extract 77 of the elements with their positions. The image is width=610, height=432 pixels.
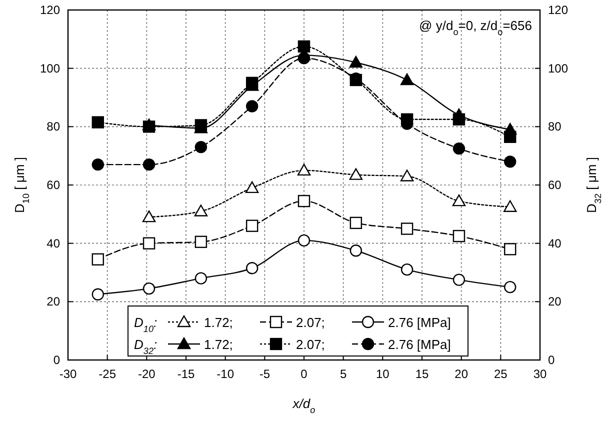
legend-label: 2.76 [MPa] [388, 337, 451, 352]
point [504, 200, 517, 212]
point [349, 56, 363, 68]
point [194, 272, 208, 284]
y2-tick-label: 80 [548, 120, 562, 134]
point [194, 236, 208, 248]
point [142, 210, 156, 222]
point [92, 158, 104, 171]
point [298, 194, 310, 208]
point [142, 120, 156, 133]
y-tick-label: 60 [46, 178, 60, 192]
point [350, 216, 362, 230]
x-tick-label: -25 [98, 367, 116, 381]
point [504, 130, 516, 143]
legend-label: 2.07; [296, 315, 325, 330]
legend-label: 2.76 [MPa] [388, 315, 451, 330]
point [246, 262, 258, 274]
point [452, 142, 466, 155]
x-tick-label: 15 [415, 367, 429, 381]
y2-tick-label: 120 [548, 3, 568, 17]
legend-label: 2.07; [296, 337, 325, 352]
x-tick-label: -15 [177, 367, 195, 381]
point [92, 288, 104, 300]
x-tick-label: 5 [340, 367, 347, 381]
point [92, 253, 104, 266]
x-tick-label: 0 [300, 367, 308, 381]
point [452, 113, 466, 126]
y-tick-label: 100 [40, 61, 60, 76]
y-tick-label: 80 [46, 120, 60, 134]
x-tick-label: 10 [376, 367, 390, 381]
point [400, 222, 414, 235]
y2-tick-label: 100 [548, 61, 568, 76]
x-tick-label: 30 [533, 367, 547, 381]
point [350, 244, 362, 257]
annotation: D$_{10}$: [134, 315, 158, 334]
point [504, 156, 516, 168]
point [92, 116, 104, 128]
point [246, 220, 258, 232]
x-tick-label: -5 [259, 367, 270, 381]
y2-tick-label: 40 [548, 236, 562, 250]
point [194, 204, 208, 216]
y2-tick-label: 60 [548, 178, 562, 192]
point [349, 168, 363, 180]
x-tick-label: -20 [138, 367, 156, 381]
point [452, 274, 466, 286]
point [504, 280, 516, 294]
y-tick-label: 120 [40, 3, 60, 17]
x-tick-label: 20 [454, 367, 468, 381]
point [142, 282, 156, 295]
point [297, 164, 311, 176]
legend-label: 1.72; [204, 337, 233, 352]
y-tick-label: 40 [46, 236, 60, 250]
point [246, 100, 258, 112]
annotation: D$_{32}$: [134, 337, 158, 356]
point [298, 40, 310, 53]
point [194, 140, 208, 154]
annotation: @ y/d$_{o}$=0, z/d$_{o}$=656 [419, 18, 532, 37]
x-tick-label: -30 [59, 367, 77, 381]
point [298, 52, 310, 64]
point [400, 263, 414, 276]
point [245, 181, 259, 194]
point [400, 170, 414, 182]
legend-label: 1.72; [204, 315, 233, 330]
x-tick-label: 25 [494, 367, 508, 381]
point [504, 243, 516, 256]
point [142, 237, 156, 250]
point [298, 234, 310, 247]
point [400, 73, 414, 86]
point [452, 194, 466, 206]
point [142, 158, 156, 171]
y-tick-label: 20 [46, 294, 60, 309]
y2-tick-label: 0 [548, 353, 555, 367]
y-tick-label: 0 [53, 353, 60, 367]
point [452, 230, 466, 242]
x-tick-label: -10 [216, 367, 234, 381]
x-axis-title: x/d$_{o}$ [292, 396, 316, 415]
y2-tick-label: 20 [548, 294, 562, 309]
